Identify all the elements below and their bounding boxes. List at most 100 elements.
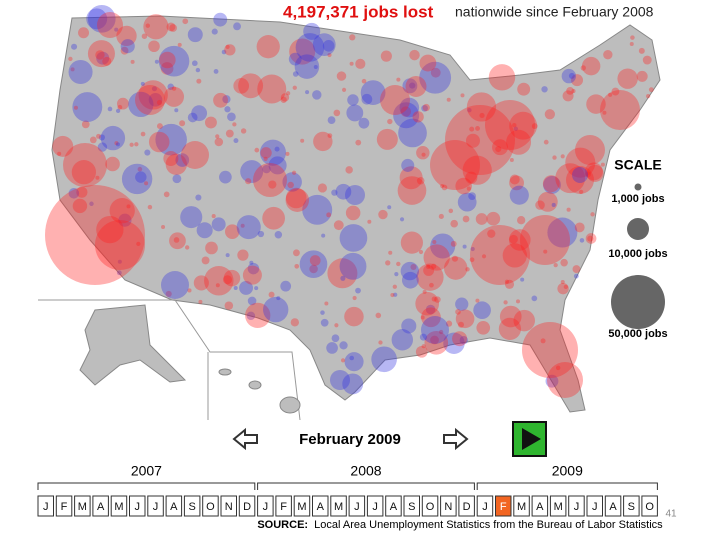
month-box[interactable] [92,495,109,517]
month-label[interactable]: J [592,501,598,513]
arrow-shape[interactable] [443,427,469,451]
month-box[interactable] [55,495,73,517]
month-box[interactable] [348,495,366,517]
month-box[interactable] [440,495,457,517]
play-icon[interactable] [522,428,541,450]
month-label[interactable]: O [645,501,654,513]
month-label[interactable]: M [554,501,563,513]
bubble [185,245,190,250]
bubble [295,33,325,62]
month-box[interactable] [513,495,530,517]
month-label[interactable]: J [263,501,269,513]
month-label[interactable]: S [408,501,415,513]
month-label[interactable]: J [482,501,488,513]
bubble [107,106,113,112]
month-box[interactable] [37,495,54,517]
month-label[interactable]: D [463,501,471,513]
month-label[interactable]: S [188,501,195,513]
month-label[interactable]: A [170,501,178,513]
month-box[interactable] [458,495,475,517]
month-box[interactable] [238,495,256,517]
bubble [116,270,122,276]
bubble [584,162,603,181]
month-box[interactable] [257,495,274,517]
bubble [236,215,261,240]
month-box[interactable] [110,495,128,517]
bubble [89,201,94,206]
bubble [240,128,247,134]
month-box[interactable] [568,495,585,517]
month-box[interactable] [129,495,146,517]
month-box[interactable] [623,495,640,517]
island [248,380,262,390]
month-box[interactable] [421,495,439,517]
month-box[interactable] [183,495,201,517]
bubble [542,175,560,193]
bubble [285,187,307,209]
month-box[interactable] [312,495,329,517]
month-label[interactable]: M [334,501,343,513]
month-box[interactable] [330,495,347,517]
bubble [547,217,578,248]
month-box[interactable] [641,495,658,517]
month-box[interactable] [366,495,384,517]
next-arrow[interactable] [443,427,469,451]
month-label[interactable]: A [609,501,617,513]
month-label[interactable]: A [317,501,325,513]
bubble [141,33,148,39]
month-box[interactable] [275,495,292,517]
month-box[interactable] [586,495,603,517]
month-label[interactable]: O [206,501,215,513]
month-label[interactable]: M [114,501,123,513]
bubble [506,129,532,155]
month-label[interactable]: N [225,501,233,513]
bubble [165,290,172,297]
month-label[interactable]: J [135,501,141,513]
bubbles [45,4,654,398]
month-box[interactable] [147,495,164,517]
month-box[interactable] [74,495,91,517]
bubble [313,131,333,152]
month-label[interactable]: J [354,501,360,513]
month-box[interactable] [293,495,311,517]
month-box[interactable] [220,495,237,517]
month-label[interactable]: M [517,501,526,513]
month-box[interactable] [604,495,622,517]
month-label[interactable]: F [61,501,68,513]
month-label[interactable]: J [153,501,159,513]
month-label[interactable]: N [444,501,452,513]
month-box[interactable] [476,495,494,517]
month-box[interactable] [202,495,219,517]
play-button[interactable] [512,421,547,457]
prev-arrow[interactable] [232,427,258,451]
month-label[interactable]: O [426,501,435,513]
month-label[interactable]: F [500,501,507,513]
month-label[interactable]: J [43,501,49,513]
bubble [602,110,607,115]
month-box[interactable] [403,495,420,517]
bubble [144,149,151,156]
month-box[interactable] [165,495,183,517]
bubble [224,106,231,113]
month-box[interactable] [495,495,512,517]
month-label[interactable]: D [243,501,251,513]
bubble [629,42,634,47]
bubble [263,296,289,323]
bubble [345,205,361,221]
month-label[interactable]: S [628,501,635,513]
bubble [182,18,189,25]
month-label[interactable]: M [297,501,306,513]
month-box[interactable] [385,495,402,517]
month-box[interactable] [531,495,549,517]
month-label[interactable]: A [536,501,544,513]
month-box[interactable] [549,495,567,517]
month-label[interactable]: J [372,501,378,513]
month-label[interactable]: M [78,501,87,513]
month-label[interactable]: A [390,501,398,513]
month-label[interactable]: F [280,501,287,513]
month-label[interactable]: J [574,501,580,513]
arrow-shape[interactable] [232,427,258,451]
month-label[interactable]: A [97,501,105,513]
bubble [421,344,426,349]
